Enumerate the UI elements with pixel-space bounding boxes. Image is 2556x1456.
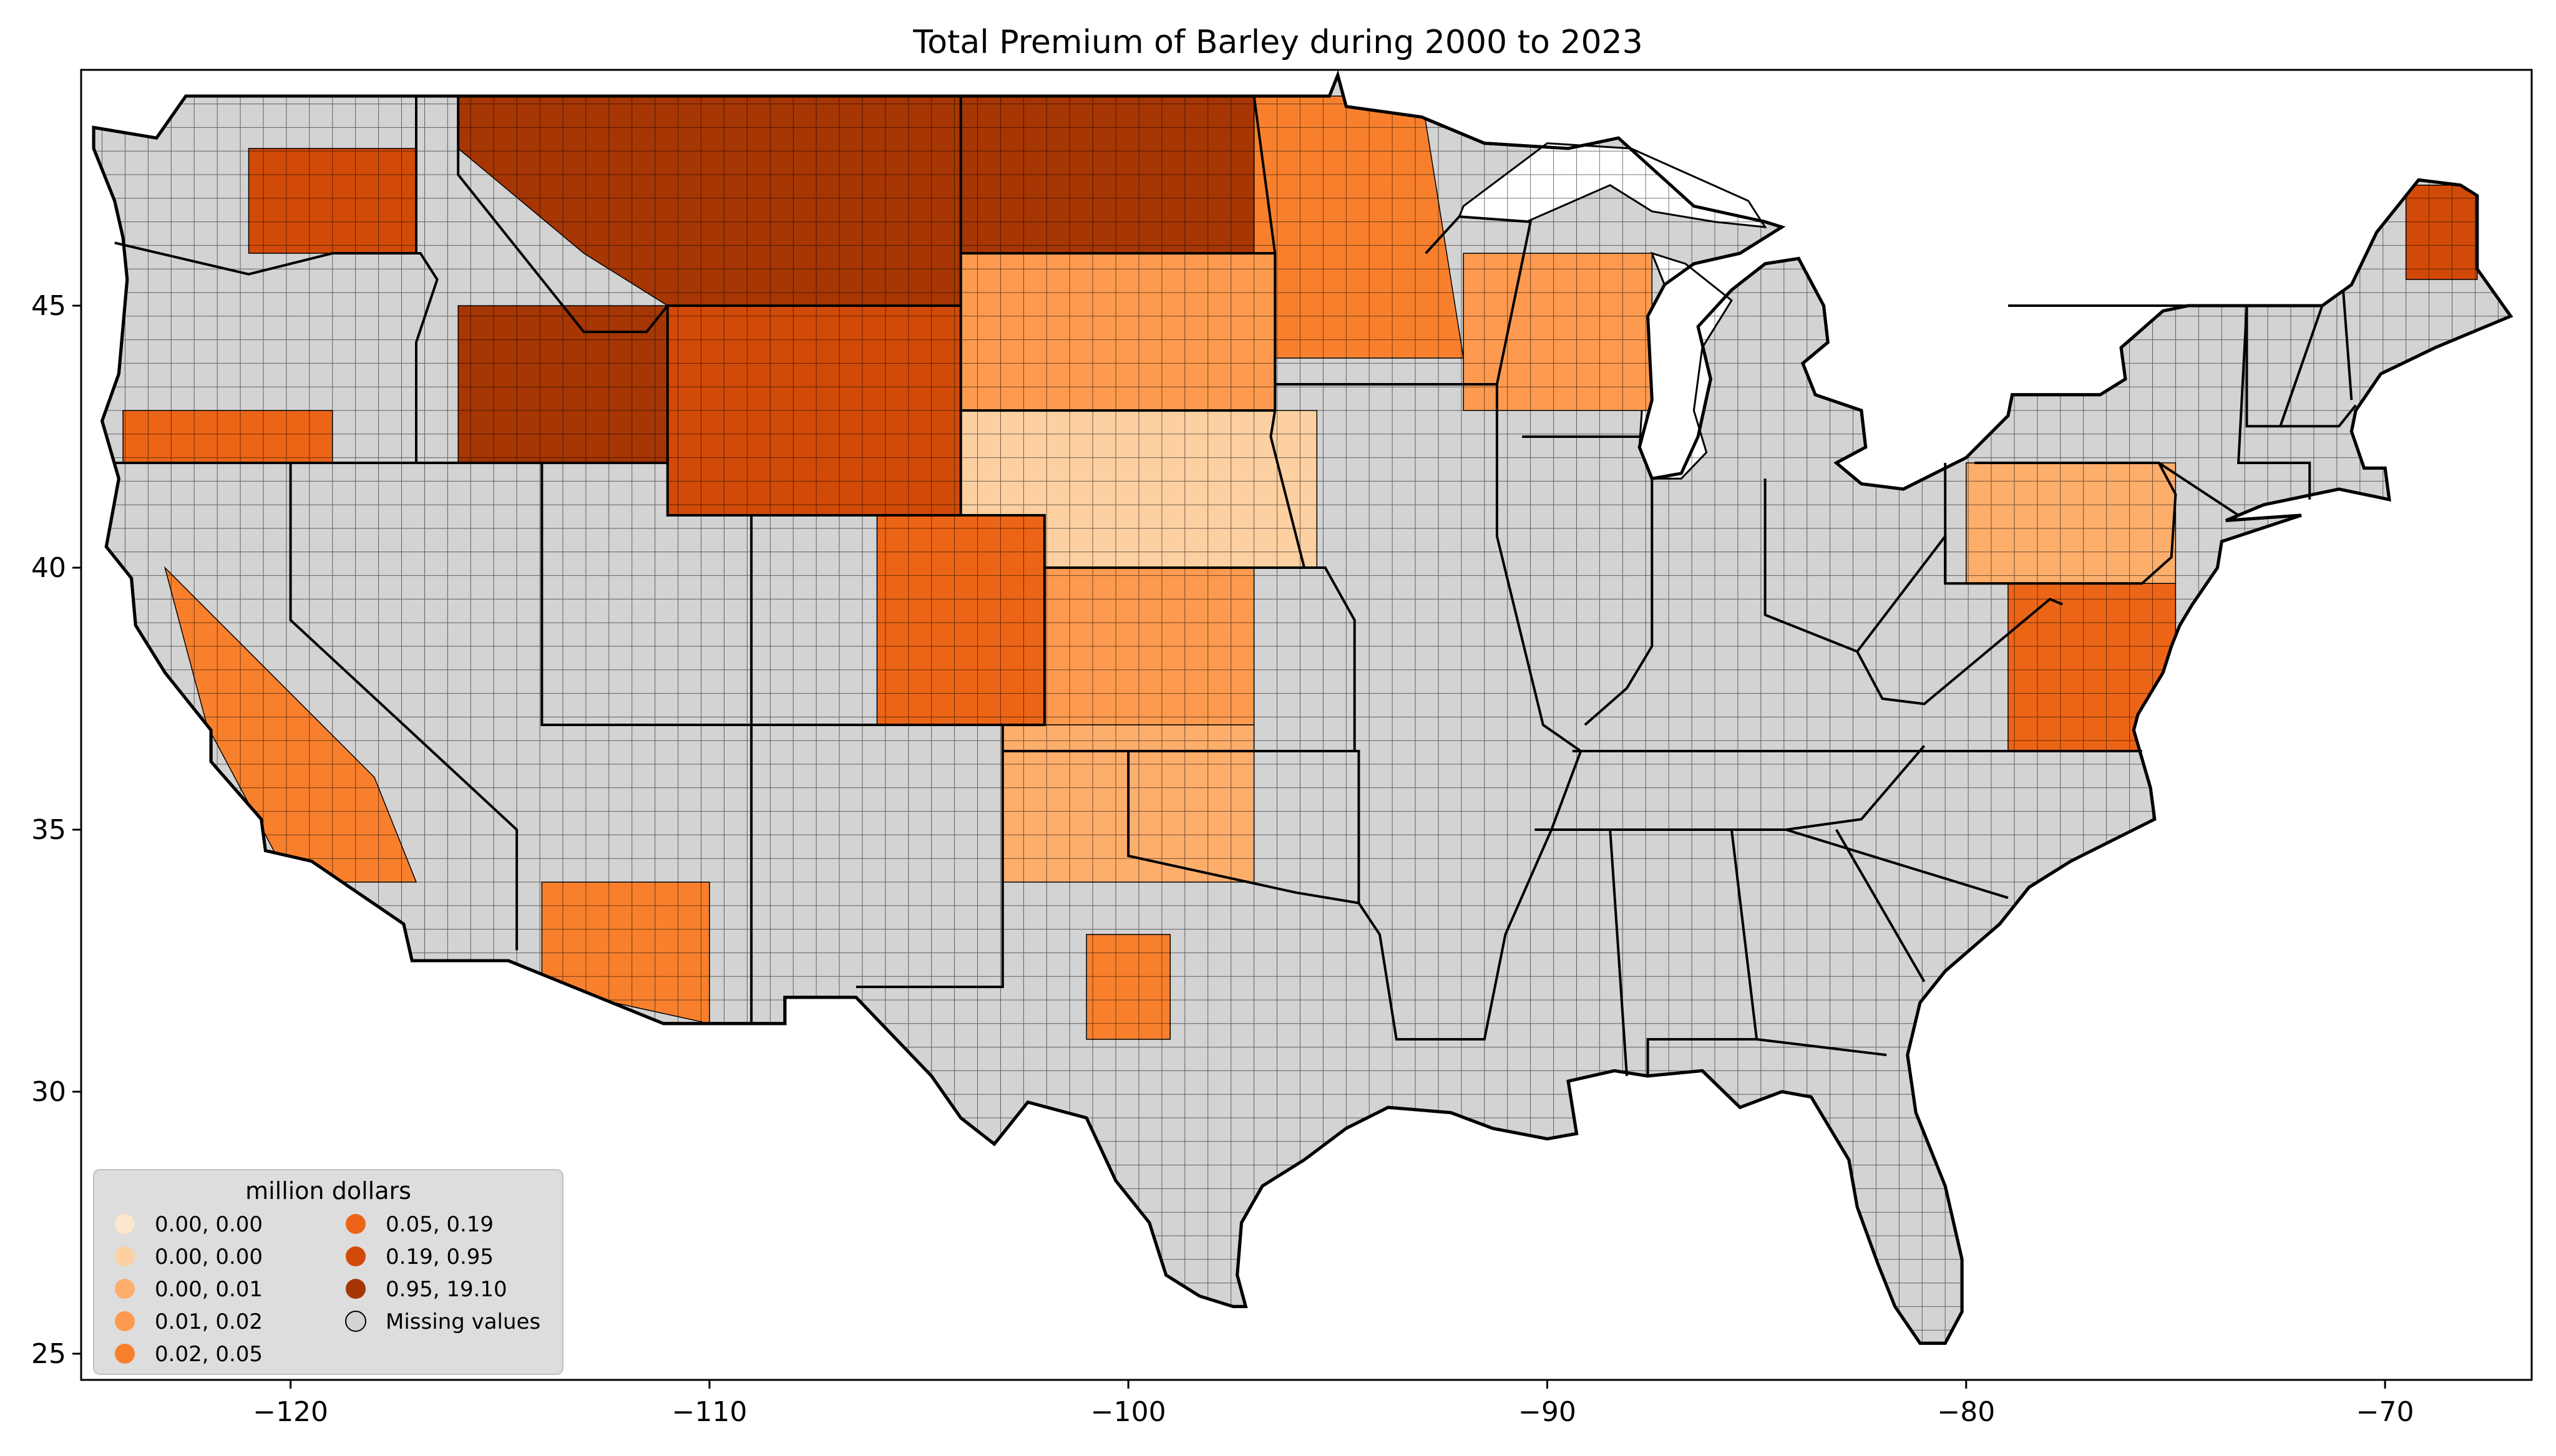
state-border-10 xyxy=(289,463,519,951)
state-border-16 xyxy=(1425,215,1582,752)
region-12 xyxy=(1086,934,1171,1040)
legend-label-8: Missing values xyxy=(386,1309,540,1334)
legend-label-7: 0.95, 19.10 xyxy=(386,1277,507,1302)
state-border-34 xyxy=(2341,289,2353,400)
state-border-13 xyxy=(1002,750,1360,905)
y-tick-label-2: 35 xyxy=(31,814,66,846)
x-tick-label-4: −80 xyxy=(1937,1396,1995,1428)
legend-title: million dollars xyxy=(245,1177,411,1205)
map-title: Total Premium of Barley during 2000 to 2… xyxy=(913,24,1643,61)
state-border-20 xyxy=(1584,478,1654,726)
y-tick-label-1: 30 xyxy=(31,1076,66,1108)
x-tick-label-0: −120 xyxy=(253,1396,328,1428)
state-border-21 xyxy=(1763,478,1858,653)
x-tick-label-5: −70 xyxy=(2356,1396,2414,1428)
state-border-14 xyxy=(1252,95,1356,751)
state-border-3 xyxy=(457,96,669,333)
legend-swatch-2 xyxy=(115,1279,135,1299)
state-borders xyxy=(114,95,2357,1076)
state-border-11 xyxy=(540,463,753,1024)
region-18 xyxy=(2405,185,2478,280)
legend-swatch-0 xyxy=(115,1214,135,1234)
x-axis: −120 −110 −100 −90 −80 −70 xyxy=(253,1380,2414,1428)
state-border-26 xyxy=(1609,829,1628,1076)
x-tick-label-3: −90 xyxy=(1518,1396,1576,1428)
legend-label-2: 0.00, 0.01 xyxy=(155,1277,263,1302)
us-coastline xyxy=(92,70,2514,1345)
state-border-30 xyxy=(1785,828,2009,900)
state-border-12 xyxy=(856,725,1004,988)
legend-swatch-6 xyxy=(346,1246,366,1266)
state-border-25 xyxy=(1534,745,1926,831)
legend-swatch-7 xyxy=(346,1279,366,1299)
legend-label-5: 0.05, 0.19 xyxy=(386,1212,494,1237)
region-13 xyxy=(122,410,333,463)
legend-label-6: 0.19, 0.95 xyxy=(386,1245,494,1269)
x-tick-label-2: −100 xyxy=(1091,1396,1166,1428)
lake-superior xyxy=(1458,142,1767,228)
legend-label-3: 0.01, 0.02 xyxy=(155,1309,263,1334)
state-border-27 xyxy=(1646,829,1758,1076)
y-axis: 25 30 35 40 45 xyxy=(31,290,81,1370)
y-tick-label-4: 45 xyxy=(31,290,66,322)
state-border-28 xyxy=(1756,1038,1887,1057)
y-tick-label-0: 25 xyxy=(31,1338,66,1370)
state-border-1 xyxy=(114,241,421,276)
x-tick-label-1: −110 xyxy=(671,1396,747,1428)
legend-swatch-1 xyxy=(115,1246,135,1266)
legend-swatch-3 xyxy=(115,1311,135,1331)
legend-swatch-8 xyxy=(345,1311,366,1332)
legend-label-4: 0.02, 0.05 xyxy=(155,1342,263,1367)
legend-swatch-4 xyxy=(115,1344,135,1364)
state-border-29 xyxy=(1835,828,1926,983)
state-border-8 xyxy=(960,514,1325,569)
legend-swatch-5 xyxy=(346,1214,366,1234)
state-border-33 xyxy=(2280,404,2357,428)
legend-box xyxy=(93,1169,563,1375)
y-tick-label-3: 40 xyxy=(31,552,66,584)
state-border-9 xyxy=(750,515,1046,726)
state-border-23 xyxy=(1855,532,2063,706)
legend-label-1: 0.00, 0.00 xyxy=(155,1245,263,1269)
state-border-32 xyxy=(2245,305,2324,428)
state-border-31 xyxy=(2007,304,2311,500)
legend-label-0: 0.00, 0.00 xyxy=(155,1212,263,1237)
state-border-35 xyxy=(1974,462,2240,517)
state-border-0 xyxy=(415,96,439,463)
legend: million dollars 0.00, 0.00 0.00, 0.00 0.00… xyxy=(93,1169,563,1375)
